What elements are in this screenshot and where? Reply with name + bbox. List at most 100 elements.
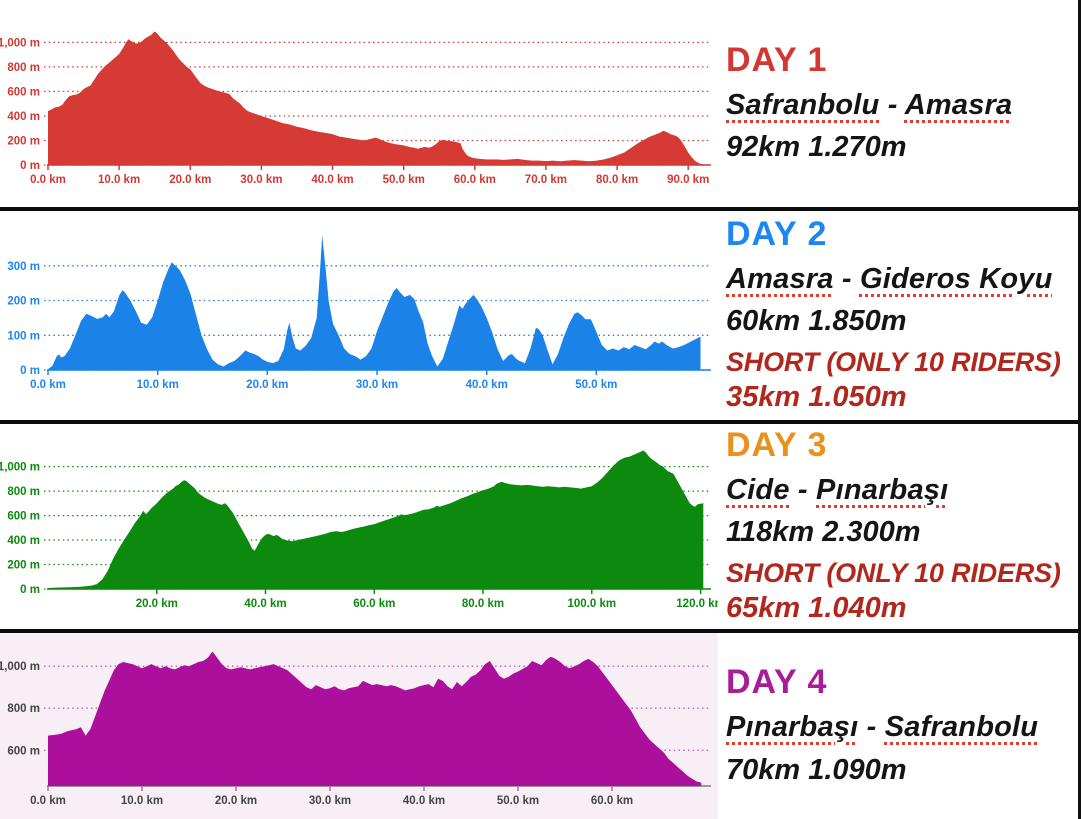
day3-short-label: SHORT (ONLY 10 RIDERS) [726, 557, 1061, 588]
x-axis-tick-label: 80.0 km [462, 598, 504, 610]
route-separator: - [879, 88, 905, 121]
route-from: Cide [726, 473, 790, 506]
day1-chart-area: 0 m 200 m 400 m 600 m 800 m 1,000 m 0.0 km 10.0… [0, 0, 718, 207]
x-axis-tick-label: 60.0 km [454, 174, 496, 186]
day2-chart-area: 0 m 100 m 200 m 300 m 0.0 km 10.0 km 20.0 km 30… [0, 211, 718, 420]
day2-short-stats: 35km 1.050m [726, 381, 907, 414]
day4-chart-area: 600 m 800 m 1,000 m 0.0 km 10.0 km 20.0 km 30.… [0, 633, 718, 819]
x-axis-tick-label: 10.0 km [98, 174, 140, 186]
y-axis-tick-label: 200 m [7, 296, 40, 308]
x-axis-tick-label: 30.0 km [356, 379, 398, 391]
section-divider [0, 420, 1078, 424]
day1-stats: 92km 1.270m [726, 131, 907, 163]
route-separator: - [789, 473, 817, 506]
day1-title: DAY 1 [726, 40, 828, 79]
day2-title: DAY 2 [726, 214, 828, 253]
day4-info: DAY 4 Pınarbaşı - Safranbolu 70km 1.090m [718, 633, 1078, 819]
x-axis-tick-label: 40.0 km [403, 795, 445, 807]
day4-section: 600 m 800 m 1,000 m 0.0 km 10.0 km 20.0 km 30.… [0, 633, 1078, 819]
x-axis-tick-label: 90.0 km [667, 174, 709, 186]
day3-short-stats: 65km 1.040m [726, 592, 907, 625]
day1-section: 0 m 200 m 400 m 600 m 800 m 1,000 m 0.0 km 10.0… [0, 0, 1078, 207]
elevation-area [48, 450, 704, 589]
x-axis-tick-label: 20.0 km [246, 379, 288, 391]
day2-short-label: SHORT (ONLY 10 RIDERS) [726, 346, 1061, 377]
x-axis-tick-label: 100.0 km [567, 598, 616, 610]
section-divider [0, 629, 1078, 633]
x-axis-tick-label: 70.0 km [525, 174, 567, 186]
day2-elevation-chart: 0 m 100 m 200 m 300 m 0.0 km 10.0 km 20.0 km 30… [7, 235, 711, 391]
route-to: Safranbolu [884, 711, 1039, 744]
day4-stats: 70km 1.090m [726, 753, 907, 786]
day4-title: DAY 4 [726, 663, 828, 702]
day2-section: 0 m 100 m 200 m 300 m 0.0 km 10.0 km 20.0 km 30… [0, 211, 1078, 420]
x-axis-tick-label: 20.0 km [169, 174, 211, 186]
route-to: Pınarbaşı [816, 473, 949, 506]
y-axis-tick-label: 0 m [20, 160, 40, 172]
x-axis-tick-label: 40.0 km [311, 174, 353, 186]
x-axis-tick-label: 10.0 km [121, 795, 163, 807]
route-to: Amasra [904, 88, 1013, 121]
y-axis-tick-label: 800 m [7, 62, 40, 74]
route-from: Amasra [726, 262, 834, 295]
y-axis-tick-label: 800 m [7, 486, 40, 498]
x-axis-tick-label: 60.0 km [353, 598, 395, 610]
x-axis-tick-label: 120.0 km [676, 598, 718, 610]
x-axis-tick-label: 0.0 km [30, 174, 66, 186]
elevation-area [48, 235, 701, 370]
x-axis-tick-label: 40.0 km [466, 379, 508, 391]
x-axis-tick-label: 50.0 km [497, 795, 539, 807]
x-axis-tick-label: 10.0 km [137, 379, 179, 391]
route-separator: - [858, 711, 885, 744]
y-axis-tick-label: 600 m [7, 745, 40, 757]
y-axis-tick-label: 200 m [7, 560, 40, 572]
day2-stats: 60km 1.850m [726, 305, 907, 338]
x-axis-tick-label: 60.0 km [591, 795, 633, 807]
elevation-area [48, 651, 702, 786]
day3-info: DAY 3 Cide - Pınarbaşı 118km 2.300m SHOR… [718, 424, 1078, 629]
day1-elevation-chart: 0 m 200 m 400 m 600 m 800 m 1,000 m 0.0 km 10.0… [0, 31, 711, 186]
day1-info: DAY 1 Safranbolu - Amasra 92km 1.270m [718, 0, 1078, 207]
day4-route: Pınarbaşı - Safranbolu [726, 711, 1076, 744]
y-axis-tick-label: 800 m [7, 703, 40, 715]
day2-info: DAY 2 Amasra - Gideros Koyu 60km 1.850m … [718, 211, 1078, 420]
x-axis-tick-label: 40.0 km [244, 598, 286, 610]
day3-elevation-chart: 0 m 200 m 400 m 600 m 800 m 1,000 m 20.0 km 40.… [0, 450, 718, 610]
x-axis-tick-label: 0.0 km [30, 379, 66, 391]
y-axis-tick-label: 100 m [7, 330, 40, 342]
x-axis-tick-label: 30.0 km [240, 174, 282, 186]
section-divider [0, 207, 1078, 211]
y-axis-tick-label: 200 m [7, 136, 40, 148]
route-to: Gideros Koyu [859, 262, 1053, 295]
day4-elevation-chart: 600 m 800 m 1,000 m 0.0 km 10.0 km 20.0 km 30.… [0, 651, 711, 807]
day3-title: DAY 3 [726, 425, 828, 464]
y-axis-tick-label: 0 m [20, 365, 40, 377]
day3-route: Cide - Pınarbaşı [726, 474, 1076, 507]
y-axis-tick-label: 600 m [7, 511, 40, 523]
y-axis-tick-label: 400 m [7, 535, 40, 547]
y-axis-tick-label: 300 m [7, 261, 40, 273]
x-axis-tick-label: 20.0 km [136, 598, 178, 610]
day1-route: Safranbolu - Amasra [726, 89, 1076, 122]
route-from: Pınarbaşı [726, 711, 859, 744]
day3-chart-area: 0 m 200 m 400 m 600 m 800 m 1,000 m 20.0 km 40.… [0, 424, 718, 629]
route-from: Safranbolu [726, 88, 880, 121]
y-axis-tick-label: 600 m [7, 86, 40, 98]
day3-stats: 118km 2.300m [726, 516, 921, 549]
x-axis-tick-label: 50.0 km [575, 379, 617, 391]
y-axis-tick-label: 1,000 m [0, 462, 40, 474]
day3-section: 0 m 200 m 400 m 600 m 800 m 1,000 m 20.0 km 40.… [0, 424, 1078, 629]
elevation-area [48, 31, 705, 166]
y-axis-tick-label: 0 m [20, 584, 40, 596]
y-axis-tick-label: 1,000 m [0, 37, 40, 49]
x-axis-tick-label: 50.0 km [383, 174, 425, 186]
y-axis-tick-label: 400 m [7, 111, 40, 123]
route-separator: - [833, 262, 860, 295]
x-axis-tick-label: 80.0 km [596, 174, 638, 186]
x-axis-tick-label: 30.0 km [309, 795, 351, 807]
x-axis-tick-label: 0.0 km [30, 795, 66, 807]
y-axis-tick-label: 1,000 m [0, 661, 40, 673]
day2-route: Amasra - Gideros Koyu [726, 263, 1076, 296]
x-axis-tick-label: 20.0 km [215, 795, 257, 807]
